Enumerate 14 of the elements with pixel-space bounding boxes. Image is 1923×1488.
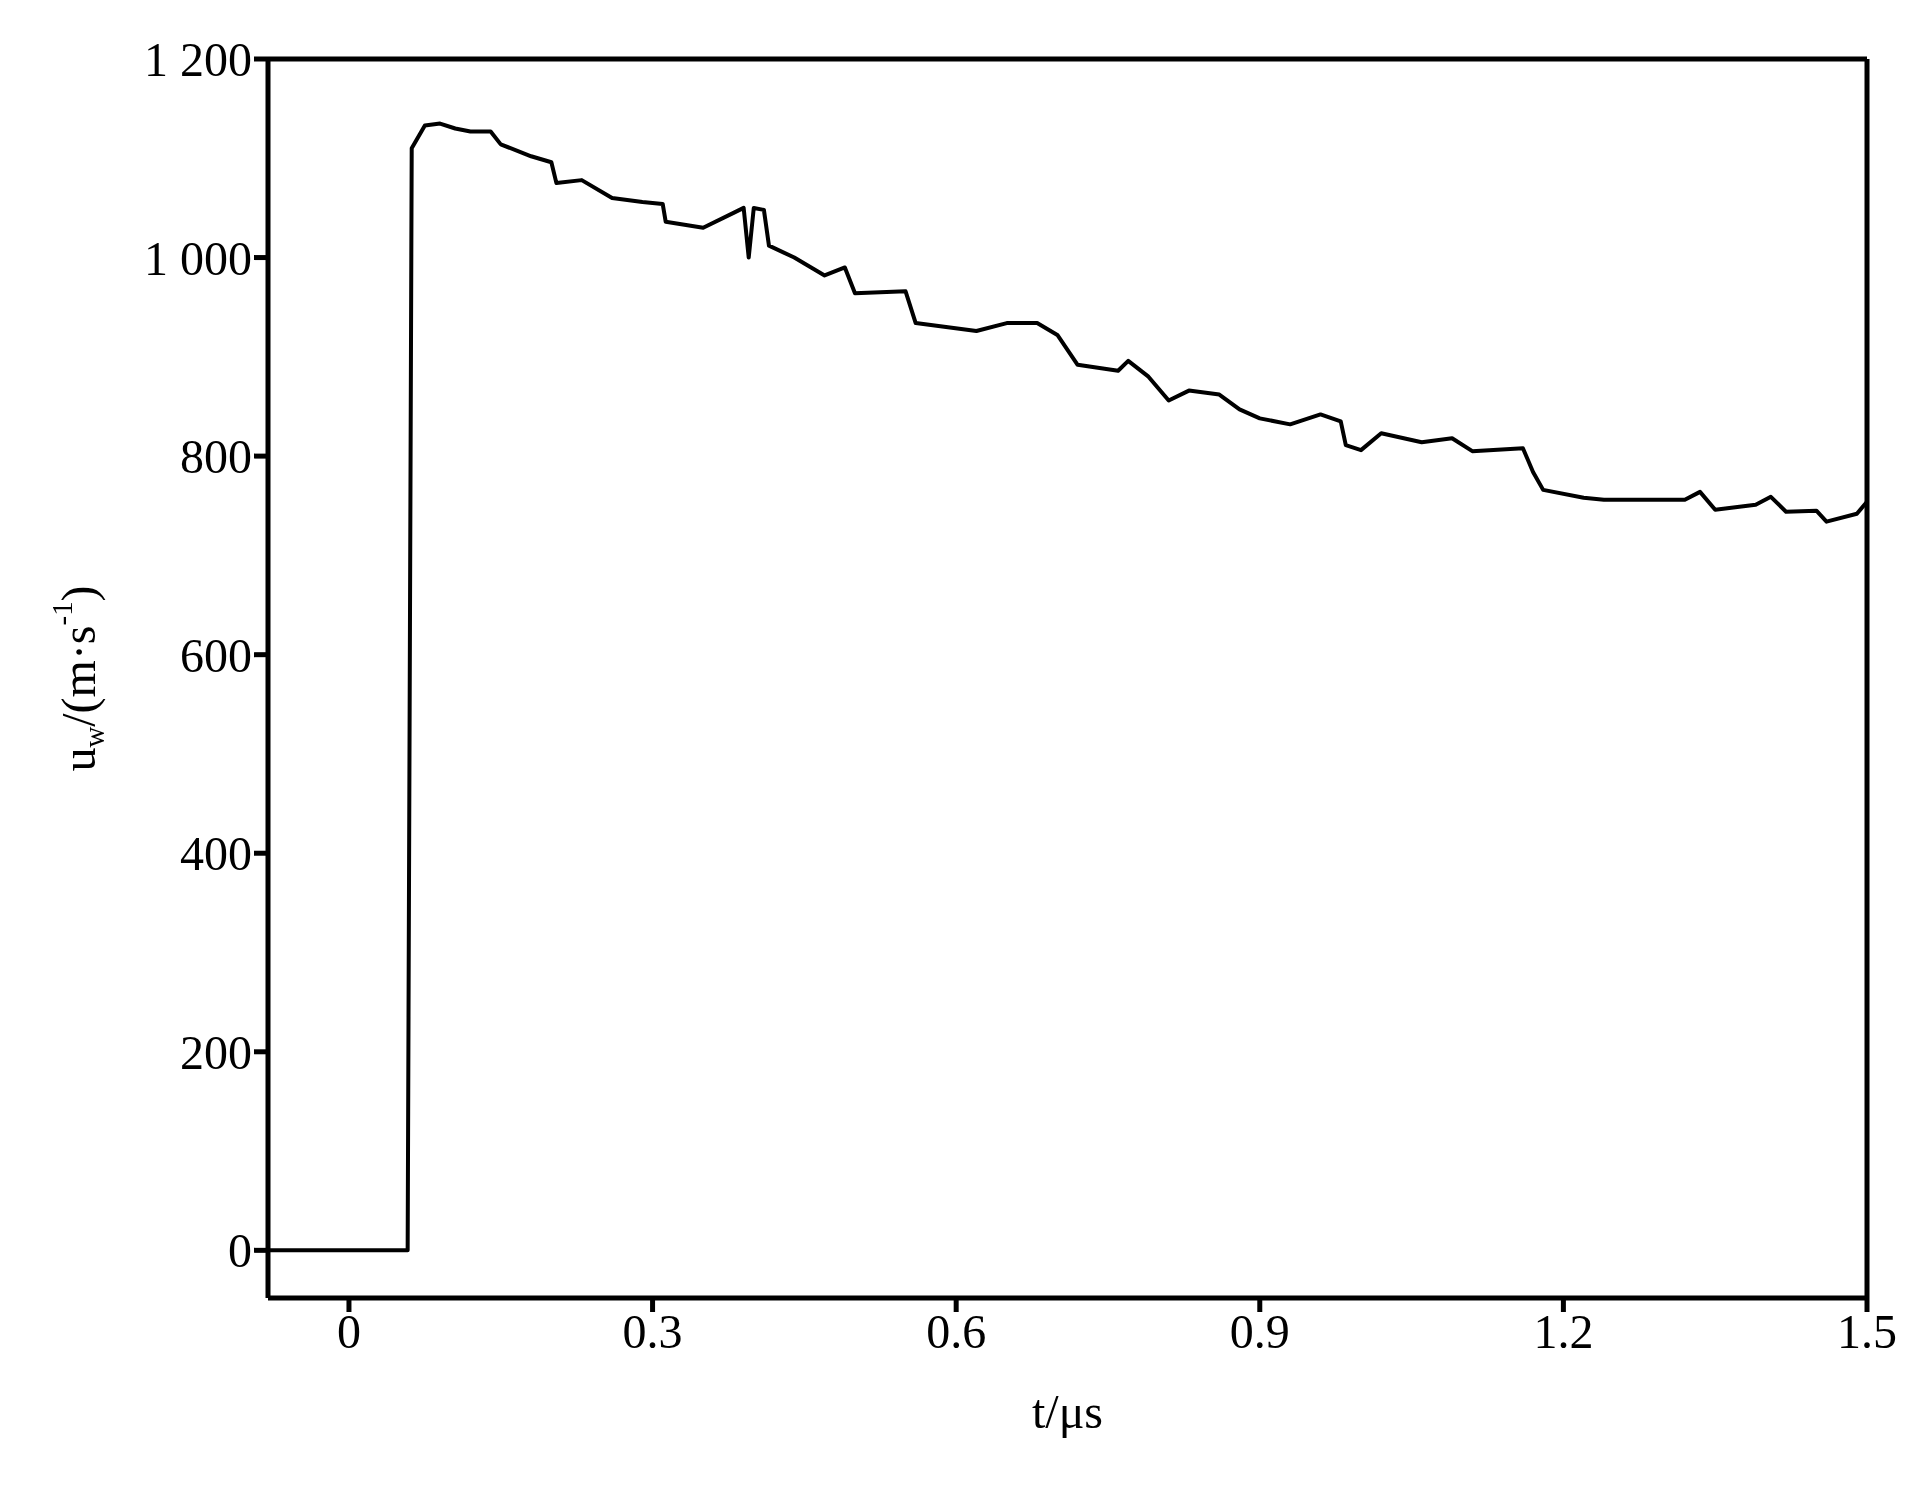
y-tick-label: 1 200: [144, 33, 252, 87]
y-tick-label: 1 000: [144, 231, 252, 285]
y-tick-label: 0: [228, 1224, 252, 1278]
x-tick-label: 1.2: [1533, 1305, 1594, 1359]
x-tick-label: 0.6: [926, 1305, 987, 1359]
y-tick-label: 800: [180, 430, 252, 484]
x-tick-label: 0: [336, 1305, 361, 1359]
x-tick-label: 1.5: [1837, 1305, 1897, 1359]
y-tick-label: 600: [180, 628, 252, 682]
x-tick-label: 0.3: [622, 1305, 683, 1359]
x-axis-title: t/μs: [1031, 1385, 1104, 1438]
x-tick-label: 0.9: [1229, 1305, 1290, 1359]
y-tick-label: 400: [180, 827, 252, 881]
y-tick-label: 200: [180, 1025, 252, 1079]
